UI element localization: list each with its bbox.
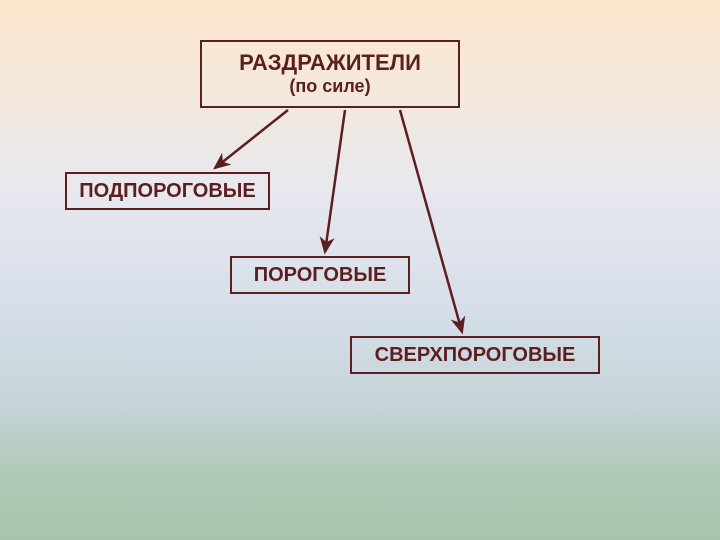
- root-title: РАЗДРАЖИТЕЛИ: [239, 50, 421, 76]
- edge-3: [400, 110, 462, 332]
- edge-2: [325, 110, 345, 252]
- child-node-1: ПОДПОРОГОВЫЕ: [65, 172, 270, 210]
- child-3-label: СВЕРХПОРОГОВЫЕ: [375, 343, 576, 367]
- child-1-label: ПОДПОРОГОВЫЕ: [79, 179, 255, 203]
- child-node-3: СВЕРХПОРОГОВЫЕ: [350, 336, 600, 374]
- root-subtitle: (по силе): [289, 76, 370, 98]
- child-2-label: ПОРОГОВЫЕ: [254, 263, 387, 287]
- edge-1: [215, 110, 288, 168]
- root-node: РАЗДРАЖИТЕЛИ (по силе): [200, 40, 460, 108]
- child-node-2: ПОРОГОВЫЕ: [230, 256, 410, 294]
